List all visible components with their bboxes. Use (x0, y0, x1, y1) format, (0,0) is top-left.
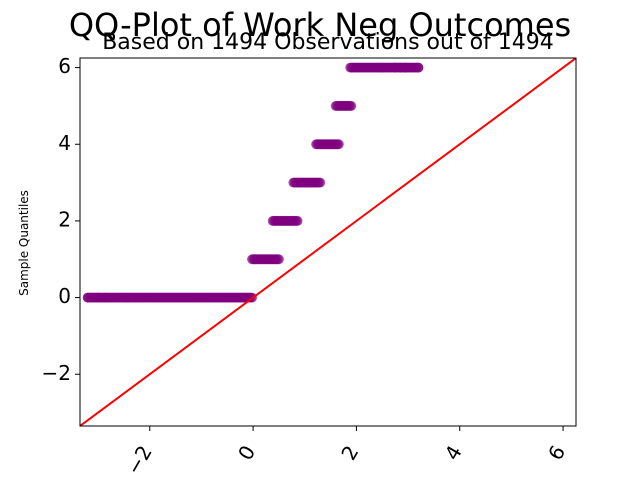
x-tick-label: 2 (336, 441, 363, 464)
y-axis-label: Sample Quantiles (17, 190, 31, 296)
x-tick-label: −2 (121, 441, 157, 479)
y-tick-label: 0 (58, 284, 71, 308)
data-points (82, 62, 424, 303)
x-tick-label: 6 (543, 441, 570, 464)
y-tick-label: 2 (58, 207, 71, 231)
y-axis: −2 0 2 4 6 (42, 54, 80, 385)
data-point (315, 177, 326, 188)
chart-title: QQ-Plot of Work Neg Outcomes (69, 6, 571, 44)
data-point (292, 215, 303, 226)
data-point (100, 292, 111, 303)
reference-line-group (80, 58, 576, 426)
y-tick-label: −2 (42, 361, 71, 385)
data-point (82, 292, 93, 303)
reference-line (80, 58, 576, 426)
data-point (413, 62, 424, 73)
data-point (346, 100, 357, 111)
y-tick-label: 4 (58, 131, 71, 155)
x-axis: −2 0 2 4 6 (121, 426, 570, 479)
data-point (333, 139, 344, 150)
y-tick-label: 6 (58, 54, 71, 78)
plot-frame (79, 57, 577, 427)
x-tick-label: 4 (440, 441, 467, 464)
data-point (273, 254, 284, 265)
x-tick-label: 0 (233, 441, 260, 464)
chart-subtitle: Based on 1494 Observations out of 1494 (102, 30, 554, 55)
data-point (400, 62, 411, 73)
